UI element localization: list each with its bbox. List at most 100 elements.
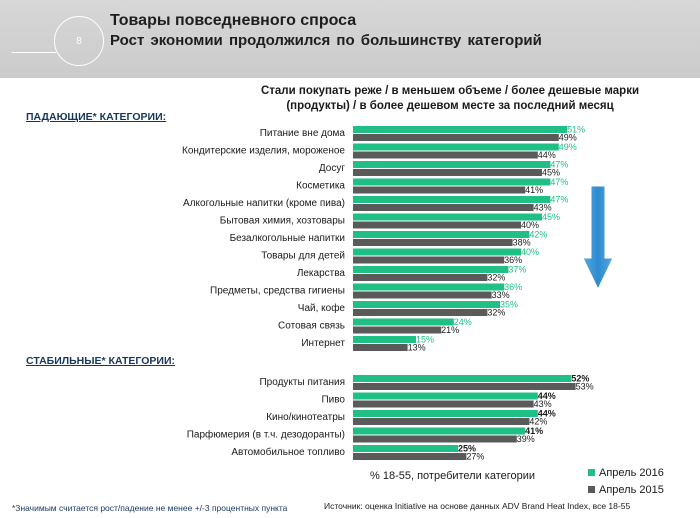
value-label-2015: 39% xyxy=(517,434,535,444)
bar-2015 xyxy=(353,134,559,141)
bar-2016 xyxy=(353,161,551,168)
category-label: Сотовая связь xyxy=(278,321,345,332)
bar-2016 xyxy=(353,445,458,452)
section-label-stable: СТАБИЛЬНЫЕ* КАТЕГОРИИ: xyxy=(26,355,175,367)
value-label-2016: 37% xyxy=(508,265,526,275)
category-label: Чай, кофе xyxy=(298,302,346,314)
source-note: Источник: оценка Initiative на основе да… xyxy=(324,501,631,511)
value-label-2015: 38% xyxy=(513,238,531,248)
value-label-2016: 52% xyxy=(571,374,589,384)
value-label-2015: 44% xyxy=(538,150,556,160)
chart-title: Стали покупать реже / в меньшем объеме /… xyxy=(260,85,640,112)
bar-2015 xyxy=(353,383,576,390)
page-title: Товары повседневного спроса xyxy=(110,12,357,29)
bar-2016 xyxy=(353,248,521,256)
value-label-2016: 49% xyxy=(559,142,577,152)
value-label-2015: 36% xyxy=(504,255,522,265)
bar-2015 xyxy=(353,151,538,159)
category-label: Кино/кинотеатры xyxy=(266,412,345,423)
chart-legend: Апрель 2016 Апрель 2015 xyxy=(588,464,664,498)
category-label: Алкогольные напитки (кроме пива) xyxy=(183,198,345,209)
x-axis-label: % 18-55, потребители категории xyxy=(370,470,536,482)
value-label-2015: 13% xyxy=(408,343,426,353)
category-label: Автомобильное топливо xyxy=(231,446,345,458)
category-label: Досуг xyxy=(319,163,345,174)
value-label-2015: 53% xyxy=(576,382,594,392)
legend-label-2016: Апрель 2016 xyxy=(599,466,664,479)
value-label-2016: 25% xyxy=(458,444,476,454)
value-label-2016: 47% xyxy=(550,160,568,170)
value-label-2015: 43% xyxy=(534,203,552,213)
bar-2015 xyxy=(353,400,534,408)
category-label: Лекарства xyxy=(297,268,346,279)
legend-label-2015: Апрель 2015 xyxy=(599,483,664,496)
value-label-2016: 47% xyxy=(550,177,568,187)
category-label: Кондитерские изделия, мороженое xyxy=(182,146,345,157)
value-label-2016: 24% xyxy=(454,317,472,327)
bar-2015 xyxy=(353,221,521,229)
bar-2016 xyxy=(353,336,416,343)
bar-2015 xyxy=(353,239,513,246)
category-label: Продукты питания xyxy=(259,377,345,388)
bar-2015 xyxy=(353,453,467,460)
category-label: Интернет xyxy=(301,338,345,349)
bar-2016 xyxy=(353,392,538,400)
legend-swatch-2016 xyxy=(588,469,595,476)
value-label-2016: 44% xyxy=(538,391,556,401)
category-label: Товары для детей xyxy=(261,251,345,262)
value-label-2015: 45% xyxy=(542,168,560,178)
value-label-2016: 42% xyxy=(529,230,547,240)
value-label-2016: 15% xyxy=(416,335,434,345)
bar-2015 xyxy=(353,274,488,281)
bar-2015 xyxy=(353,186,526,194)
bar-2016 xyxy=(353,427,526,435)
bar-2016 xyxy=(353,410,538,417)
legend-item-2016: Апрель 2016 xyxy=(588,464,664,481)
bar-2016 xyxy=(353,231,530,238)
header-decoration-line xyxy=(12,40,56,53)
bar-2015 xyxy=(353,418,530,425)
slide-number-badge: 8 xyxy=(54,16,104,66)
legend-item-2015: Апрель 2015 xyxy=(588,481,664,498)
bar-2016 xyxy=(353,196,551,203)
value-label-2015: 21% xyxy=(441,325,459,335)
value-label-2016: 45% xyxy=(542,212,560,222)
bar-2016 xyxy=(353,318,454,326)
value-label-2016: 36% xyxy=(504,282,522,292)
value-label-2015: 32% xyxy=(487,273,505,283)
value-label-2015: 32% xyxy=(487,308,505,318)
value-label-2016: 44% xyxy=(538,409,556,419)
value-label-2016: 41% xyxy=(525,426,543,436)
bar-2016 xyxy=(353,375,572,382)
category-label: Парфюмерия (в т.ч. дезодоранты) xyxy=(187,429,345,441)
value-label-2016: 47% xyxy=(550,195,568,205)
bar-2015 xyxy=(353,291,492,299)
category-label: Косметика xyxy=(296,181,345,192)
down-arrow-icon xyxy=(582,186,614,290)
value-label-2016: 35% xyxy=(500,300,518,310)
bar-2016 xyxy=(353,213,542,221)
bar-2015 xyxy=(353,435,517,443)
category-label: Пиво xyxy=(321,395,345,406)
bar-2016 xyxy=(353,283,505,291)
bar-2015 xyxy=(353,309,488,316)
bar-2015 xyxy=(353,326,442,334)
bar-2015 xyxy=(353,169,542,176)
value-label-2015: 27% xyxy=(466,452,484,462)
legend-swatch-2015 xyxy=(588,486,595,493)
bar-2015 xyxy=(353,256,505,264)
value-label-2015: 42% xyxy=(529,417,547,427)
category-label: Безалкогольные напитки xyxy=(230,233,345,244)
bar-2015 xyxy=(353,204,534,211)
bar-2016 xyxy=(353,143,559,151)
bar-2016 xyxy=(353,178,551,186)
bar-2016 xyxy=(353,126,568,133)
value-label-2015: 33% xyxy=(492,290,510,300)
category-label: Питание вне дома xyxy=(260,128,346,139)
bar-2016 xyxy=(353,301,500,308)
footnote: *Значимым считается рост/падение не мене… xyxy=(12,503,288,513)
value-label-2015: 41% xyxy=(525,185,543,195)
category-label: Бытовая химия, хозтовары xyxy=(220,216,345,227)
value-label-2015: 43% xyxy=(534,399,552,409)
